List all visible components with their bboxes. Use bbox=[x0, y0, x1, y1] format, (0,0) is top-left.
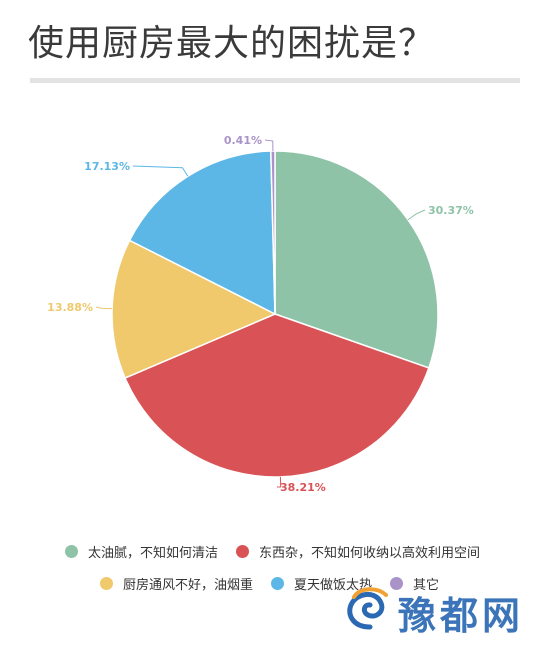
data-label-5: 0.41% bbox=[224, 134, 262, 147]
legend-label-3: 厨房通风不好，油烟重 bbox=[123, 578, 254, 593]
legend-label-4: 夏天做饭太热 bbox=[294, 578, 373, 593]
legend-label-5: 其它 bbox=[413, 578, 440, 593]
data-label-1: 30.37% bbox=[428, 204, 474, 217]
title-divider bbox=[30, 78, 520, 83]
legend-item-1[interactable]: 太油腻，不知如何清洁 bbox=[65, 542, 218, 561]
legend-item-3[interactable]: 厨房通风不好，油烟重 bbox=[100, 574, 253, 593]
legend-swatch-2 bbox=[236, 545, 250, 558]
legend-item-2[interactable]: 东西杂，不知如何收纳以高效利用空间 bbox=[236, 542, 480, 561]
legend-label-1: 太油腻，不知如何清洁 bbox=[88, 546, 219, 561]
legend-label-2: 东西杂，不知如何收纳以高效利用空间 bbox=[259, 546, 481, 561]
data-label-4: 17.13% bbox=[84, 160, 130, 173]
leader-line-1 bbox=[407, 209, 426, 221]
leader-line-2 bbox=[276, 476, 282, 488]
legend-item-4[interactable]: 夏天做饭太热 bbox=[271, 574, 372, 593]
swirl-logo-icon bbox=[347, 587, 388, 630]
legend-row-2: 厨房通风不好，油烟重 夏天做饭太热 其它 bbox=[100, 574, 457, 593]
legend-row-1: 太油腻，不知如何清洁 东西杂，不知如何收纳以高效利用空间 bbox=[65, 542, 498, 561]
data-label-2: 38.21% bbox=[280, 481, 326, 494]
data-label-3: 13.88% bbox=[47, 301, 93, 314]
legend-swatch-4 bbox=[271, 577, 285, 590]
watermark-text: 豫都网 bbox=[398, 593, 525, 638]
leader-line-3 bbox=[95, 306, 113, 310]
pie-slice-1[interactable] bbox=[274, 150, 439, 369]
leader-line-5 bbox=[264, 139, 274, 152]
legend-swatch-1 bbox=[65, 545, 78, 558]
pie-slice-4[interactable] bbox=[128, 150, 276, 316]
watermark-logo: 豫都网 bbox=[340, 583, 540, 638]
leader-line-4 bbox=[132, 165, 189, 177]
pie-slice-2[interactable] bbox=[124, 313, 430, 478]
legend-swatch-3 bbox=[100, 577, 113, 590]
legend-item-5[interactable]: 其它 bbox=[390, 574, 439, 593]
page-title: 使用厨房最大的困扰是？ bbox=[28, 23, 436, 64]
legend-swatch-5 bbox=[390, 577, 404, 590]
